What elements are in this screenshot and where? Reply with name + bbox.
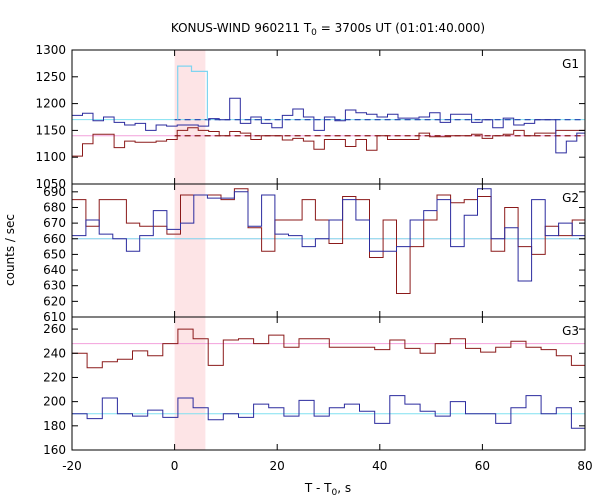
y-tick-label: 240	[43, 346, 66, 360]
light-curve-red	[72, 127, 585, 157]
y-tick-label: 160	[43, 443, 66, 457]
y-tick-label: 1150	[35, 123, 66, 137]
y-tick-label: 180	[43, 419, 66, 433]
x-axis-label: T - T0, s	[304, 481, 351, 498]
detector-tag: G2	[562, 191, 579, 205]
y-axis-label: counts / sec	[3, 214, 17, 286]
detector-tag: G3	[562, 324, 579, 338]
y-tick-label: 680	[43, 200, 66, 214]
y-tick-label: 670	[43, 216, 66, 230]
y-tick-label: 220	[43, 370, 66, 384]
panel-frame	[71, 183, 586, 318]
y-tick-label: 1300	[35, 43, 66, 57]
x-tick-label: 20	[270, 459, 285, 473]
panel-frame	[71, 316, 586, 451]
y-tick-label: 200	[43, 395, 66, 409]
light-curve-red	[72, 328, 586, 369]
y-tick-label: 640	[43, 263, 66, 277]
detector-tag: G1	[562, 57, 579, 71]
y-tick-label: 630	[43, 279, 66, 293]
y-tick-label: 1100	[35, 150, 66, 164]
panel-g1: 1050 1100 1150 1200 1250 1300 G1	[35, 43, 586, 191]
chart-title: KONUS-WIND 960211 T0 = 3700s UT (01:01:4…	[171, 21, 485, 38]
x-tick-label: 0	[171, 459, 179, 473]
light-curve-red	[72, 188, 586, 294]
trigger-interval-shade	[174, 50, 206, 450]
y-tick-label: 1250	[35, 70, 66, 84]
panel-g3: 160 180 200 220 240 260 G3	[43, 316, 586, 457]
burst-peak-curve	[177, 65, 208, 120]
y-tick-label: 1050	[35, 177, 66, 191]
y-tick-label: 650	[43, 247, 66, 261]
y-tick-label: 1200	[35, 97, 66, 111]
y-tick-label: 690	[43, 185, 66, 199]
light-curve-blue	[72, 97, 585, 154]
x-tick-label: 40	[372, 459, 387, 473]
y-tick-label: 610	[43, 310, 66, 324]
y-tick-label: 260	[43, 322, 66, 336]
y-tick-label: 620	[43, 294, 66, 308]
light-curve-blue	[72, 395, 586, 429]
x-tick-label: 60	[475, 459, 490, 473]
x-tick-label: -20	[62, 459, 82, 473]
y-tick-label: 660	[43, 232, 66, 246]
light-curve-blue	[72, 188, 586, 282]
x-tick-label: 80	[577, 459, 592, 473]
